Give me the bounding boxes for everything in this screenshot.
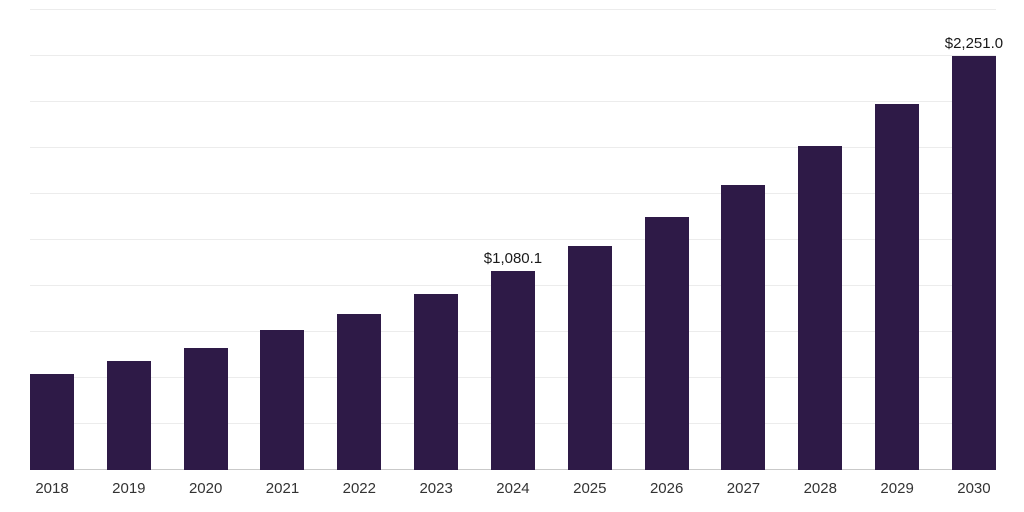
x-tick-label-2018: 2018 [35, 480, 69, 497]
x-tick-label-2025: 2025 [573, 480, 607, 497]
bar-column-2022 [337, 10, 382, 470]
x-tick-label-2030: 2030 [957, 480, 991, 497]
bar-column-2019 [106, 10, 151, 470]
bar-2020 [183, 347, 228, 470]
x-tick-label-2029: 2029 [880, 480, 914, 497]
bar-value-label-2030: $2,251.0 [944, 34, 1004, 52]
bar-column-2029 [875, 10, 920, 470]
x-tick-label-2022: 2022 [342, 480, 376, 497]
bar-value-label-2024: $1,080.1 [483, 250, 543, 268]
bar-2019 [106, 361, 151, 470]
bar-2023 [414, 294, 459, 470]
bar-2025 [567, 245, 612, 470]
bar-column-2027 [721, 10, 766, 470]
x-tick-label-2019: 2019 [112, 480, 146, 497]
bar-2018 [30, 374, 74, 470]
x-tick-label-2021: 2021 [265, 480, 300, 497]
bar-column-2030: $2,251.0 [945, 10, 1003, 470]
bar-2024 [490, 271, 535, 470]
bar-column-2026 [644, 10, 689, 470]
x-axis: 2018 2019 2020 2021 2022 2023 2024 2025 2026 2027… [30, 480, 996, 497]
bar-series: $1,080.1 $2,251.0 [30, 10, 1003, 470]
x-tick-label-2023: 2023 [419, 480, 453, 497]
x-tick-label-2028: 2028 [803, 480, 837, 497]
bar-2030 [951, 55, 996, 470]
bar-2029 [875, 103, 920, 470]
bar-column-2020 [183, 10, 228, 470]
x-tick-label-2027: 2027 [726, 480, 761, 497]
bar-column-2023 [414, 10, 459, 470]
bar-column-2025 [567, 10, 612, 470]
bar-2028 [798, 146, 843, 470]
bar-column-2021 [260, 10, 305, 470]
plot-area: $1,080.1 $2,251.0 [30, 9, 1003, 470]
x-tick-label-2026: 2026 [649, 480, 684, 497]
bar-2021 [260, 330, 305, 470]
x-tick-label-2020: 2020 [188, 480, 223, 497]
bar-column-2018 [30, 10, 74, 470]
x-tick-label-2024: 2024 [496, 480, 530, 497]
bar-column-2024: $1,080.1 [484, 10, 542, 470]
bar-column-2028 [798, 10, 843, 470]
bar-2022 [337, 313, 382, 470]
bar-2027 [721, 184, 766, 470]
bar-2026 [644, 217, 689, 470]
